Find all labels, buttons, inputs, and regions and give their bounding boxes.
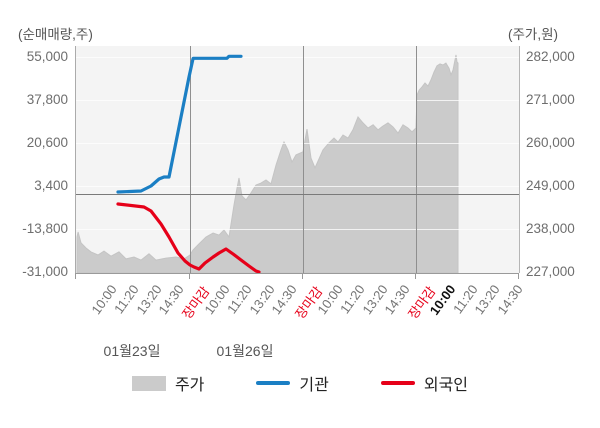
left-axis-tick-label: -13,800: [22, 221, 68, 236]
right-axis-tick-label: 238,000: [526, 221, 575, 236]
day-separator-gridline: [190, 46, 191, 273]
left-axis-tick-label: -31,000: [22, 264, 68, 279]
legend: 주가 기관 외국인: [0, 370, 600, 396]
zero-volume-line: [76, 194, 519, 195]
price-area-swatch: [131, 375, 166, 391]
left-axis-tick-label: 3,400: [34, 178, 68, 193]
right-axis-tick-label: 249,000: [526, 178, 575, 193]
horizontal-gridline: [76, 143, 519, 144]
horizontal-gridline: [76, 100, 519, 101]
x-tick-label-time: 14:30: [494, 282, 527, 318]
left-axis-tick-label: 20,600: [26, 135, 68, 150]
legend-item-institution: 기관: [256, 371, 329, 395]
horizontal-gridline: [76, 57, 519, 58]
right-axis-tick-label: 282,000: [526, 49, 575, 64]
right-axis-tick-label: 227,000: [526, 264, 575, 279]
left-axis-tick-label: 37,800: [26, 92, 68, 107]
chart-plot-area: [75, 46, 520, 273]
right-axis-unit-label: (주가,원): [508, 27, 559, 42]
horizontal-gridline: [76, 229, 519, 230]
institution-line-swatch: [256, 381, 291, 385]
date-label-day2: 01월26일: [216, 343, 274, 359]
institution-line: [116, 54, 243, 194]
date-label-day1: 01월23일: [103, 343, 161, 359]
left-axis-tick-label: 55,000: [26, 49, 68, 64]
right-axis-tick-label: 260,000: [526, 135, 575, 150]
x-axis-tick-mark: [189, 274, 190, 279]
x-axis-tick-mark: [518, 274, 519, 279]
legend-label-institution: 기관: [299, 377, 329, 394]
day-separator-gridline: [416, 46, 417, 273]
x-axis-tick-mark: [302, 274, 303, 279]
x-axis-tick-mark: [75, 274, 76, 279]
foreigner-line: [116, 202, 261, 273]
legend-item-price: 주가: [131, 371, 205, 395]
price-area-chart: [76, 54, 459, 273]
foreigner-line-swatch: [380, 381, 415, 385]
day-separator-gridline: [303, 46, 304, 273]
left-axis-unit-label: (순매매량,주): [18, 27, 93, 42]
legend-item-foreigner: 외국인: [380, 371, 469, 395]
netbuy-lines-chart: [116, 54, 261, 273]
horizontal-gridline: [76, 186, 519, 187]
legend-label-foreigner: 외국인: [423, 377, 469, 394]
x-axis-line: [75, 273, 519, 274]
right-axis-tick-label: 271,000: [526, 92, 575, 107]
x-axis-tick-mark: [415, 274, 416, 279]
legend-label-price: 주가: [174, 377, 205, 394]
